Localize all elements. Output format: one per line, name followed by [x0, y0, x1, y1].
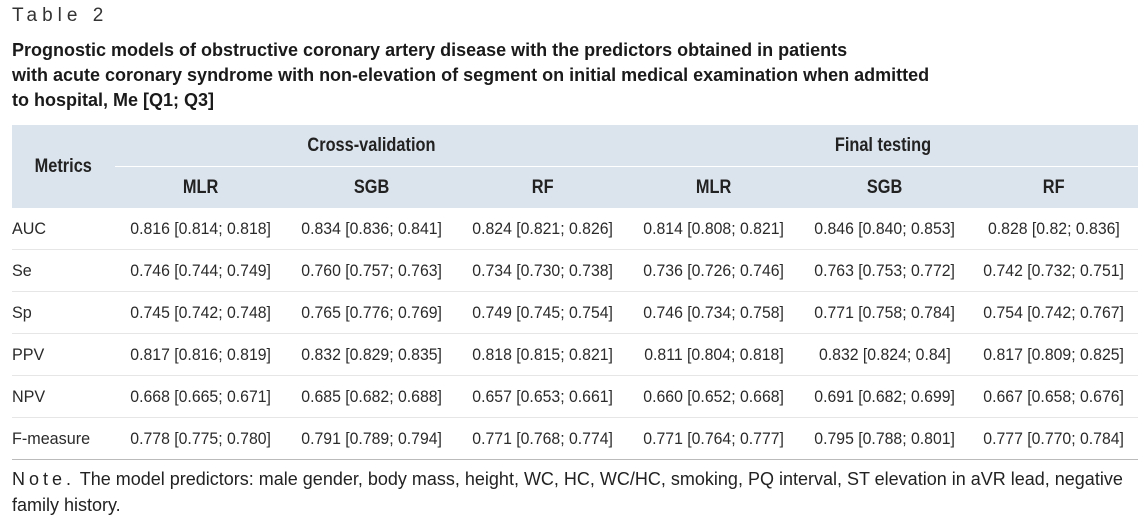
metric-label: F-measure — [12, 417, 115, 460]
header-row-columns: MLR SGB RF MLR SGB RF — [12, 166, 1139, 208]
table-cell: 0.814 [0.808; 0.821] — [643, 218, 784, 238]
table-cell: 0.777 [0.770; 0.784] — [970, 417, 1139, 460]
table-cell: 0.746 [0.734; 0.758] — [628, 291, 799, 334]
table-cell: 0.832 [0.824; 0.84] — [799, 333, 970, 376]
table-row: Sp 0.745 [0.742; 0.748] 0.765 [0.776; 0.… — [12, 291, 1139, 334]
note-prefix: Note. — [12, 469, 76, 489]
table-cell: 0.816 [0.814; 0.818] — [130, 218, 271, 238]
table-cell: 0.736 [0.726; 0.746] — [628, 249, 799, 292]
column-header: MLR — [628, 166, 799, 208]
note-text: The model predictors: male gender, body … — [12, 469, 1123, 515]
table-cell: 0.734 [0.730; 0.738] — [457, 249, 628, 292]
table-row: NPV 0.668 [0.665; 0.671] 0.685 [0.682; 0… — [12, 375, 1139, 418]
table-row: PPV 0.817 [0.816; 0.819] 0.832 [0.829; 0… — [12, 333, 1139, 376]
table-cell: 0.824 [0.821; 0.826] — [472, 218, 613, 238]
table-cell: 0.749 [0.745; 0.754] — [457, 291, 628, 334]
table-row: Se 0.746 [0.744; 0.749] 0.760 [0.757; 0.… — [12, 249, 1139, 292]
caption-line-3: to hospital, Me [Q1; Q3] — [12, 90, 215, 110]
metrics-header: Metrics — [12, 125, 115, 208]
table-cell: 0.771 [0.768; 0.774] — [457, 417, 628, 460]
table-cell: 0.828 [0.82; 0.836] — [988, 218, 1120, 238]
column-header: MLR — [115, 166, 286, 208]
group-header-cross-validation: Cross-validation — [115, 125, 628, 167]
table-cell: 0.818 [0.815; 0.821] — [457, 333, 628, 376]
metric-label: AUC — [12, 218, 47, 238]
metric-label: PPV — [12, 333, 115, 376]
table-cell: 0.817 [0.816; 0.819] — [115, 333, 286, 376]
table-cell: 0.754 [0.742; 0.767] — [970, 291, 1139, 334]
metric-label: Sp — [12, 291, 115, 334]
caption-line-1: Prognostic models of obstructive coronar… — [12, 40, 848, 60]
table-cell: 0.771 [0.758; 0.784] — [799, 291, 970, 334]
table-cell: 0.746 [0.744; 0.749] — [115, 249, 286, 292]
table-cell: 0.846 [0.840; 0.853] — [814, 218, 955, 238]
table-cell: 0.834 [0.836; 0.841] — [301, 218, 442, 238]
metrics-table: Metrics Cross-validation Final testing M… — [12, 125, 1139, 460]
metric-label: Se — [12, 249, 115, 292]
table-cell: 0.760 [0.757; 0.763] — [286, 249, 457, 292]
table-cell: 0.795 [0.788; 0.801] — [799, 417, 970, 460]
table-cell: 0.685 [0.682; 0.688] — [286, 375, 457, 418]
table-label: Table 2 — [12, 5, 109, 26]
metric-label: NPV — [12, 375, 115, 418]
column-header: SGB — [799, 166, 970, 208]
table-cell: 0.817 [0.809; 0.825] — [970, 333, 1139, 376]
table-cell: 0.667 [0.658; 0.676] — [970, 375, 1139, 418]
table-cell: 0.668 [0.665; 0.671] — [115, 375, 286, 418]
table-caption: Prognostic models of obstructive coronar… — [12, 38, 1132, 113]
column-header: RF — [457, 166, 628, 208]
table-cell: 0.832 [0.829; 0.835] — [286, 333, 457, 376]
caption-line-2: with acute coronary syndrome with non-el… — [12, 65, 930, 85]
table-note: Note. The model predictors: male gender,… — [12, 466, 1140, 518]
table-cell: 0.791 [0.789; 0.794] — [286, 417, 457, 460]
column-header: RF — [970, 166, 1139, 208]
table-cell: 0.660 [0.652; 0.668] — [628, 375, 799, 418]
table-cell: 0.763 [0.753; 0.772] — [799, 249, 970, 292]
column-header: SGB — [286, 166, 457, 208]
group-header-final-testing: Final testing — [628, 125, 1139, 167]
table-cell: 0.765 [0.776; 0.769] — [286, 291, 457, 334]
table-cell: 0.811 [0.804; 0.818] — [628, 333, 799, 376]
table-cell: 0.742 [0.732; 0.751] — [970, 249, 1139, 292]
table-cell: 0.745 [0.742; 0.748] — [115, 291, 286, 334]
header-row-groups: Metrics Cross-validation Final testing — [12, 125, 1139, 208]
table-row: F-measure 0.778 [0.775; 0.780] 0.791 [0.… — [12, 417, 1139, 460]
table-row: AUC 0.816 [0.814; 0.818] 0.834 [0.836; 0… — [12, 208, 1138, 250]
table-cell: 0.778 [0.775; 0.780] — [115, 417, 286, 460]
table-cell: 0.691 [0.682; 0.699] — [799, 375, 970, 418]
table-cell: 0.771 [0.764; 0.777] — [628, 417, 799, 460]
table-cell: 0.657 [0.653; 0.661] — [457, 375, 628, 418]
